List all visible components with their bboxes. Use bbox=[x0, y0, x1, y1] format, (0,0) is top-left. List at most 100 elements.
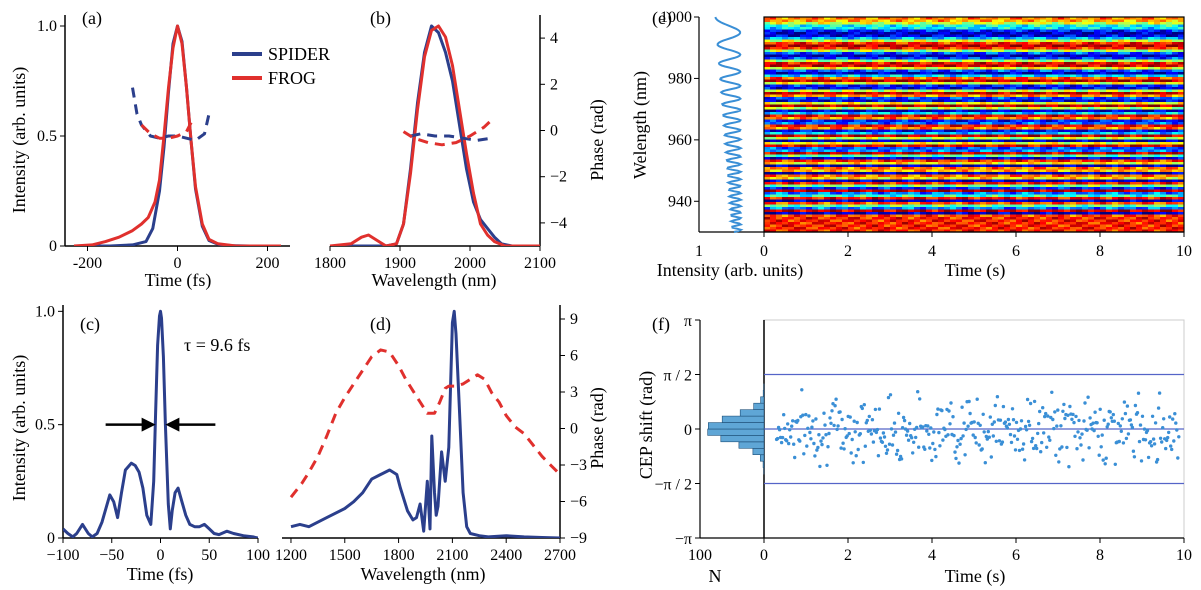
heatmap-cell bbox=[920, 72, 927, 76]
heatmap-cell bbox=[1070, 59, 1077, 63]
heatmap-cell bbox=[1094, 97, 1101, 101]
heatmap-cell bbox=[1076, 47, 1083, 51]
heatmap-cell bbox=[1100, 157, 1107, 161]
heatmap-cell bbox=[854, 29, 861, 33]
heatmap-cell bbox=[776, 127, 783, 131]
heatmap-cell bbox=[890, 17, 897, 21]
heatmap-cell bbox=[836, 47, 843, 51]
heatmap-cell bbox=[1112, 24, 1119, 28]
heatmap-cell bbox=[854, 17, 861, 21]
heatmap-cell bbox=[1082, 164, 1089, 168]
heatmap-cell bbox=[1016, 122, 1023, 126]
heatmap-cell bbox=[1016, 147, 1023, 151]
heatmap-cell bbox=[902, 164, 909, 168]
heatmap-cell bbox=[824, 79, 831, 83]
heatmap-cell bbox=[998, 162, 1005, 166]
heatmap-cell bbox=[1094, 34, 1101, 38]
heatmap-cell bbox=[1016, 77, 1023, 81]
heatmap-cell bbox=[1022, 72, 1029, 76]
heatmap-cell bbox=[782, 172, 789, 176]
heatmap-cell bbox=[836, 144, 843, 148]
heatmap-cell bbox=[1130, 147, 1137, 151]
heatmap-cell bbox=[968, 49, 975, 53]
heatmap-cell bbox=[794, 179, 801, 183]
heatmap-cell bbox=[866, 149, 873, 153]
heatmap-cell bbox=[992, 99, 999, 103]
heatmap-cell bbox=[1172, 42, 1179, 46]
heatmap-cell bbox=[860, 154, 867, 158]
heatmap-cell bbox=[980, 124, 987, 128]
heatmap-cell bbox=[950, 24, 957, 28]
heatmap-cell bbox=[764, 159, 771, 163]
heatmap-cell bbox=[1118, 62, 1125, 66]
heatmap-cell bbox=[896, 64, 903, 68]
heatmap-cell bbox=[764, 39, 771, 43]
heatmap-cell bbox=[1106, 119, 1113, 123]
heatmap-cell bbox=[992, 169, 999, 173]
heatmap-cell bbox=[848, 19, 855, 23]
heatmap-cell bbox=[824, 62, 831, 66]
heatmap-cell bbox=[932, 17, 939, 21]
heatmap-cell bbox=[818, 22, 825, 26]
heatmap-cell bbox=[986, 52, 993, 56]
heatmap-cell bbox=[830, 189, 837, 193]
heatmap-cell bbox=[1148, 47, 1155, 51]
heatmap-cell bbox=[836, 77, 843, 81]
heatmap-cell bbox=[974, 72, 981, 76]
heatmap-cell bbox=[1106, 22, 1113, 26]
heatmap-cell bbox=[986, 127, 993, 131]
heatmap-cell bbox=[884, 132, 891, 136]
heatmap-cell bbox=[1160, 162, 1167, 166]
heatmap-cell bbox=[1046, 44, 1053, 48]
heatmap-cell bbox=[842, 169, 849, 173]
heatmap-cell bbox=[1136, 47, 1143, 51]
heatmap-cell bbox=[986, 104, 993, 108]
heatmap-cell bbox=[1028, 87, 1035, 91]
heatmap-cell bbox=[986, 179, 993, 183]
heatmap-cell bbox=[776, 109, 783, 113]
heatmap-cell bbox=[800, 34, 807, 38]
phase-tick-label: −6 bbox=[570, 494, 587, 511]
heatmap-cell bbox=[1046, 139, 1053, 143]
heatmap-cell bbox=[1142, 22, 1149, 26]
heatmap-cell bbox=[860, 77, 867, 81]
heatmap-cell bbox=[962, 67, 969, 71]
heatmap-cell bbox=[890, 109, 897, 113]
heatmap-cell bbox=[938, 94, 945, 98]
heatmap-cell bbox=[1106, 54, 1113, 58]
heatmap-cell bbox=[938, 177, 945, 181]
heatmap-cell bbox=[1160, 82, 1167, 86]
heatmap-cell bbox=[944, 137, 951, 141]
heatmap-cell bbox=[1112, 49, 1119, 53]
heatmap-cell bbox=[956, 177, 963, 181]
heatmap-cell bbox=[902, 154, 909, 158]
heatmap-cell bbox=[1016, 179, 1023, 183]
heatmap-cell bbox=[968, 24, 975, 28]
heatmap-cell bbox=[1130, 47, 1137, 51]
heatmap-cell bbox=[1016, 92, 1023, 96]
heatmap-cell bbox=[896, 29, 903, 33]
heatmap-cell bbox=[890, 39, 897, 43]
heatmap-cell bbox=[1076, 74, 1083, 78]
heatmap-cell bbox=[1022, 147, 1029, 151]
heatmap-cell bbox=[800, 177, 807, 181]
heatmap-cell bbox=[1040, 159, 1047, 163]
heatmap-cell bbox=[878, 99, 885, 103]
heatmap-cell bbox=[830, 59, 837, 63]
heatmap-cell bbox=[944, 57, 951, 61]
heatmap-cell bbox=[830, 169, 837, 173]
heatmap-cell bbox=[776, 104, 783, 108]
heatmap-cell bbox=[920, 87, 927, 91]
heatmap-cell bbox=[836, 69, 843, 73]
pulse-width-arrows bbox=[105, 417, 216, 432]
heatmap-cell bbox=[1052, 102, 1059, 106]
heatmap-cell bbox=[1046, 89, 1053, 93]
heatmap-cell bbox=[920, 157, 927, 161]
heatmap-cell bbox=[860, 47, 867, 51]
heatmap-cell bbox=[896, 129, 903, 133]
heatmap-cell bbox=[890, 37, 897, 41]
heatmap-cell bbox=[1142, 119, 1149, 123]
heatmap-cell bbox=[914, 17, 921, 21]
